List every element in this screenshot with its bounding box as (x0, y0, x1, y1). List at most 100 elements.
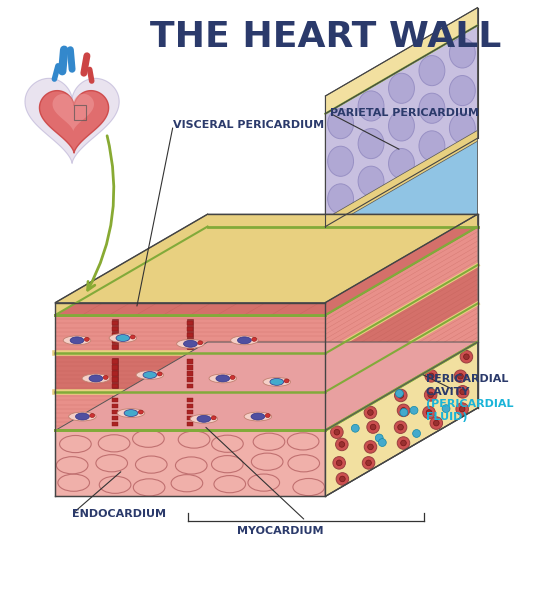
Ellipse shape (90, 413, 95, 418)
Ellipse shape (89, 375, 103, 382)
Ellipse shape (56, 457, 88, 474)
Polygon shape (325, 138, 478, 315)
Ellipse shape (252, 337, 257, 341)
Ellipse shape (252, 453, 283, 470)
Bar (112, 333, 118, 337)
Text: (PERICARDIAL
FLUID): (PERICARDIAL FLUID) (426, 399, 513, 422)
Circle shape (400, 409, 408, 416)
Bar (188, 339, 193, 343)
Ellipse shape (388, 111, 415, 141)
Ellipse shape (388, 149, 415, 179)
Bar (188, 371, 193, 376)
Ellipse shape (237, 337, 251, 344)
Ellipse shape (216, 375, 230, 382)
Circle shape (423, 406, 435, 419)
Ellipse shape (265, 413, 270, 418)
Ellipse shape (178, 431, 210, 448)
Circle shape (442, 404, 450, 413)
Bar (112, 359, 118, 364)
Polygon shape (55, 430, 325, 496)
Bar (112, 396, 118, 426)
Circle shape (456, 403, 468, 415)
Circle shape (397, 404, 410, 416)
Circle shape (340, 476, 345, 482)
Text: MYOCARDIUM: MYOCARDIUM (237, 526, 323, 536)
Ellipse shape (116, 335, 130, 341)
Ellipse shape (63, 336, 91, 345)
Polygon shape (55, 214, 478, 302)
Ellipse shape (450, 76, 475, 106)
Polygon shape (325, 265, 478, 392)
Ellipse shape (293, 478, 324, 496)
Polygon shape (325, 342, 478, 496)
Polygon shape (325, 214, 478, 315)
Circle shape (458, 373, 463, 379)
Text: PARIETAL PERICARDIUM: PARIETAL PERICARDIUM (330, 109, 479, 118)
Polygon shape (325, 227, 478, 353)
Circle shape (394, 421, 407, 433)
Circle shape (398, 392, 404, 398)
Circle shape (401, 407, 406, 413)
Ellipse shape (70, 337, 84, 344)
Polygon shape (325, 25, 478, 227)
Circle shape (430, 417, 443, 430)
Bar (112, 398, 118, 402)
Circle shape (333, 457, 346, 469)
Bar (112, 371, 118, 376)
Ellipse shape (96, 455, 127, 472)
Circle shape (395, 389, 403, 397)
Circle shape (456, 386, 469, 398)
Ellipse shape (68, 412, 96, 421)
Ellipse shape (133, 479, 165, 496)
Ellipse shape (183, 340, 197, 347)
Bar (112, 365, 118, 370)
Ellipse shape (84, 337, 89, 341)
Bar (188, 365, 193, 370)
Bar (188, 358, 193, 388)
Bar (112, 358, 118, 388)
Circle shape (424, 389, 437, 401)
Ellipse shape (419, 131, 445, 161)
Ellipse shape (287, 433, 319, 450)
Ellipse shape (358, 128, 384, 158)
Ellipse shape (171, 475, 203, 492)
Polygon shape (39, 91, 109, 153)
Circle shape (339, 442, 345, 447)
Bar (188, 422, 193, 426)
Polygon shape (325, 304, 478, 430)
Ellipse shape (136, 456, 167, 473)
Bar (188, 383, 193, 388)
Bar (188, 377, 193, 382)
Ellipse shape (58, 474, 90, 491)
Ellipse shape (419, 93, 445, 124)
Circle shape (335, 438, 348, 451)
Ellipse shape (358, 166, 384, 196)
Ellipse shape (263, 377, 290, 386)
Circle shape (428, 392, 433, 398)
Ellipse shape (136, 371, 164, 379)
Bar (112, 321, 118, 325)
Circle shape (460, 350, 473, 363)
Ellipse shape (288, 455, 319, 472)
Bar (112, 319, 118, 349)
Ellipse shape (177, 340, 204, 348)
Ellipse shape (198, 341, 202, 345)
Bar (112, 383, 118, 388)
Bar (188, 359, 193, 364)
Circle shape (362, 457, 375, 469)
Ellipse shape (253, 433, 285, 451)
Circle shape (330, 426, 343, 439)
Ellipse shape (284, 379, 289, 383)
Bar (188, 333, 193, 337)
Polygon shape (55, 342, 478, 430)
Bar (188, 404, 193, 408)
Circle shape (370, 424, 376, 430)
Circle shape (336, 460, 342, 466)
Text: ENDOCARDIUM: ENDOCARDIUM (72, 509, 166, 519)
Ellipse shape (209, 374, 236, 383)
Circle shape (397, 437, 410, 449)
Circle shape (460, 389, 465, 395)
Ellipse shape (99, 476, 131, 493)
Circle shape (426, 410, 432, 415)
Ellipse shape (109, 334, 137, 343)
